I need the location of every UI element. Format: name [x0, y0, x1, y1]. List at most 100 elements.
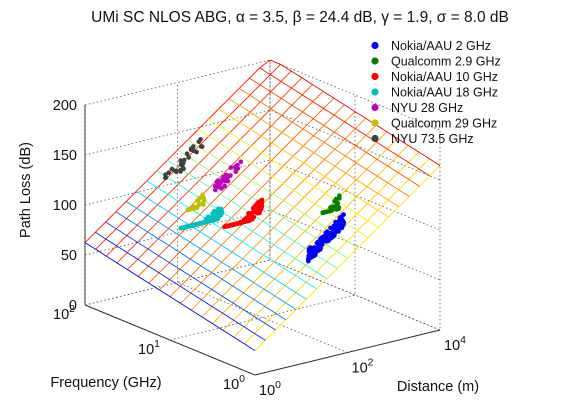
- point-2: [247, 211, 252, 216]
- point-1: [328, 205, 333, 210]
- point-6: [199, 144, 205, 149]
- point-4: [222, 183, 227, 189]
- surface-line: [259, 67, 430, 177]
- point-6: [196, 139, 202, 145]
- z-tick-label: 0: [69, 298, 77, 314]
- z-tick-label: 50: [61, 248, 77, 264]
- surface-line: [95, 231, 266, 341]
- legend-label: NYU 73.5 GHz: [391, 132, 474, 146]
- point-5: [200, 192, 205, 198]
- point-4: [228, 165, 234, 170]
- z-grid-line: [84, 209, 441, 281]
- legend-label: Nokia/AAU 2 GHz: [391, 39, 491, 53]
- point-4: [238, 159, 244, 165]
- point-6: [178, 169, 183, 174]
- point-0: [315, 247, 320, 253]
- surface-line: [208, 118, 379, 228]
- point-1: [334, 201, 340, 206]
- point-3: [214, 217, 219, 222]
- point-0: [341, 212, 347, 217]
- point-2: [256, 210, 262, 216]
- legend-marker: [371, 41, 379, 50]
- point-2: [224, 223, 230, 229]
- surface-line: [125, 201, 297, 310]
- point-0: [320, 239, 326, 244]
- point-5: [191, 204, 196, 210]
- point-5: [185, 207, 190, 213]
- legend-label: Qualcomm 29 GHz: [391, 117, 497, 131]
- distance-tick-label: 102: [352, 357, 374, 377]
- point-6: [191, 148, 196, 154]
- frequency-tick-label: 101: [138, 338, 160, 358]
- legend-label: Qualcomm 2.9 GHz: [391, 55, 501, 69]
- point-0: [313, 251, 318, 257]
- point-2: [257, 199, 263, 204]
- surface-line: [115, 211, 287, 321]
- legend-marker: [371, 72, 379, 81]
- surface-line: [218, 108, 389, 218]
- point-4: [221, 174, 226, 180]
- point-0: [340, 217, 345, 223]
- distance-tick-label: 104: [444, 334, 466, 354]
- legend-marker: [371, 88, 379, 96]
- frequency-tick-label: 100: [223, 373, 245, 393]
- point-3: [216, 206, 221, 211]
- point-0: [309, 253, 314, 258]
- point-2: [259, 204, 265, 209]
- point-0: [320, 234, 326, 240]
- z-grid-line: [84, 109, 441, 181]
- legend-marker: [371, 119, 379, 127]
- point-1: [337, 196, 342, 201]
- point-0: [328, 225, 333, 231]
- point-0: [306, 246, 312, 252]
- point-5: [196, 202, 202, 207]
- point-6: [178, 162, 184, 167]
- grid-lines: [84, 59, 441, 376]
- distance-grid-line: [84, 105, 256, 376]
- point-4: [218, 180, 223, 185]
- surface-line: [146, 180, 317, 290]
- point-6: [163, 175, 168, 181]
- point-2: [241, 217, 247, 222]
- point-0: [312, 245, 317, 250]
- point-3: [185, 224, 190, 229]
- point-4: [225, 179, 231, 184]
- tick-labels: 0 50 100 150 200 100 101 102 100 102 104: [53, 98, 466, 399]
- surface-line: [105, 221, 276, 331]
- surface-line: [228, 98, 400, 208]
- distance-grid-line: [177, 82, 348, 353]
- legend-marker: [371, 103, 379, 112]
- point-3: [178, 225, 184, 231]
- z-grid-line: [84, 259, 441, 331]
- point-3: [196, 221, 201, 227]
- point-2: [230, 222, 235, 227]
- point-6: [181, 157, 187, 163]
- frequency-tick-label: 102: [53, 303, 75, 323]
- z-grid-line: [84, 59, 441, 131]
- distance-axis-label: Distance (m): [397, 379, 479, 395]
- z-tick-label: 200: [53, 98, 77, 114]
- point-0: [331, 223, 337, 229]
- point-0: [335, 224, 341, 230]
- point-6: [178, 158, 183, 163]
- point-2: [235, 221, 240, 226]
- legend-label: Nokia/AAU 18 GHz: [391, 86, 498, 100]
- point-1: [336, 205, 342, 210]
- legend-marker: [371, 57, 379, 65]
- z-tick-label: 100: [53, 198, 77, 214]
- z-tick-label: 150: [53, 148, 77, 164]
- point-4: [213, 187, 218, 193]
- point-5: [195, 198, 200, 204]
- point-1: [327, 208, 333, 214]
- point-5: [201, 202, 206, 207]
- z-axis-label: Path Loss (dB): [18, 142, 34, 238]
- point-6: [186, 155, 191, 160]
- point-4: [227, 173, 233, 179]
- point-1: [321, 210, 326, 215]
- point-0: [305, 256, 311, 262]
- data-points: [163, 137, 347, 264]
- surface-line: [249, 77, 420, 187]
- surface-line: [136, 190, 307, 300]
- point-6: [166, 170, 171, 175]
- distance-tick-label: 100: [259, 379, 281, 399]
